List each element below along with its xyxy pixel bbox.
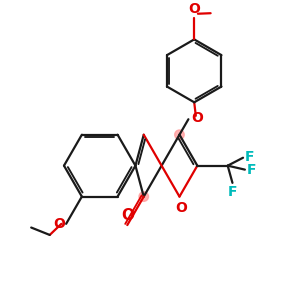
Text: F: F [247, 163, 256, 177]
Text: O: O [192, 111, 203, 125]
Circle shape [139, 192, 148, 201]
Text: O: O [175, 201, 187, 215]
Text: F: F [244, 150, 254, 164]
Text: F: F [228, 185, 237, 199]
Text: O: O [121, 208, 134, 223]
Text: O: O [53, 217, 65, 231]
Circle shape [175, 130, 184, 140]
Text: O: O [188, 2, 200, 16]
